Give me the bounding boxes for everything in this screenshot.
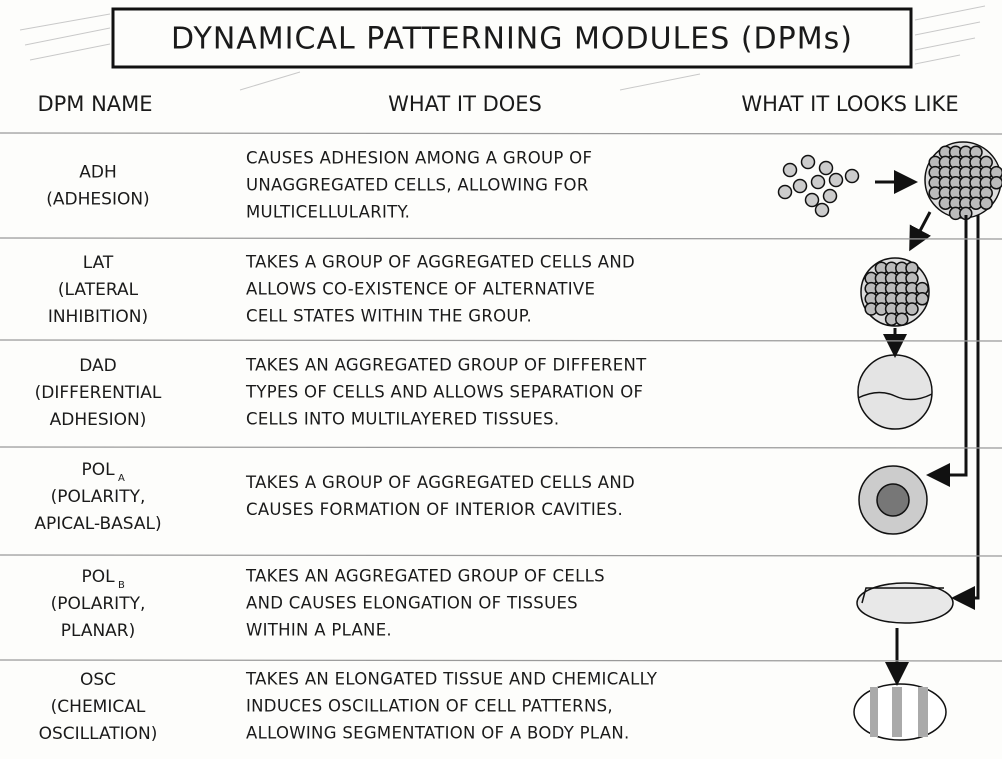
dpm-name: PLANAR) [61, 621, 136, 641]
description: TYPES OF CELLS AND ALLOWS SEPARATION OF [245, 383, 643, 402]
illustrations [777, 141, 1002, 741]
layered-sphere [857, 354, 933, 430]
dpm-name: POL [81, 567, 115, 587]
loose-cell [810, 174, 826, 190]
dpm-name: (CHEMICAL [51, 697, 146, 717]
row-separator [0, 132, 1002, 135]
description: CAUSES ADHESION AMONG A GROUP OF [246, 149, 592, 168]
arrow [926, 215, 968, 487]
description: ALLOWS CO-EXISTENCE OF ALTERNATIVE [246, 280, 595, 299]
dpm-name: (ADHESION) [46, 190, 149, 210]
description: CAUSES FORMATION OF INTERIOR CAVITIES. [246, 500, 623, 519]
dpm-name: OSCILLATION) [39, 724, 158, 744]
loose-cell [818, 160, 834, 176]
row-separator [0, 659, 1002, 662]
elongated-tissue [856, 582, 954, 624]
description: UNAGGREGATED CELLS, ALLOWING FOR [246, 176, 589, 195]
loose-cell [782, 162, 798, 178]
title-hatching [19, 5, 986, 91]
elongation-pattern [861, 587, 944, 604]
description: MULTICELLULARITY. [246, 203, 410, 222]
description: AND CAUSES ELONGATION OF TISSUES [246, 594, 578, 613]
dpm-name: DAD [79, 356, 117, 376]
cell [905, 302, 919, 316]
dpm-name: INHIBITION) [48, 307, 148, 327]
dpm-name: POL [81, 460, 115, 480]
dpm-name: ADHESION) [50, 410, 147, 430]
dpm-name: ADH [79, 163, 117, 183]
arrow [951, 215, 980, 610]
dpm-name: (DIFFERENTIAL [35, 383, 162, 403]
title: DYNAMICAL PATTERNING MODULES (DPMs) [171, 22, 853, 57]
row-separator [0, 554, 1002, 557]
cavity [876, 483, 910, 517]
segment-stripe [918, 687, 928, 737]
arrow [909, 211, 932, 252]
cell [989, 176, 1002, 190]
segment-stripe [892, 687, 902, 737]
description: TAKES AN AGGREGATED GROUP OF DIFFERENT [245, 356, 647, 375]
description: WITHIN A PLANE. [246, 621, 392, 640]
loose-cell [804, 192, 820, 208]
cell [979, 196, 993, 210]
row-separator [0, 446, 1002, 449]
name-subscript: B [118, 580, 125, 591]
dpm-name: (LATERAL [58, 280, 139, 300]
loose-cell [800, 154, 816, 170]
loose-cell [822, 188, 838, 204]
description: CELL STATES WITHIN THE GROUP. [246, 307, 532, 326]
cell [895, 312, 909, 326]
header: WHAT IT LOOKS LIKE [741, 92, 958, 116]
description: CELLS INTO MULTILAYERED TISSUES. [246, 410, 559, 429]
loose-cell [844, 168, 860, 184]
description: TAKES AN ELONGATED TISSUE AND CHEMICALLY [245, 670, 658, 689]
description: ALLOWING SEGMENTATION OF A BODY PLAN. [246, 724, 630, 743]
dpm-name: (POLARITY, [51, 594, 146, 614]
segment-stripe [870, 687, 878, 737]
description: TAKES AN AGGREGATED GROUP OF CELLS [245, 567, 605, 586]
cell [915, 292, 929, 306]
description: INDUCES OSCILLATION OF CELL PATTERNS, [246, 697, 613, 716]
header: DPM NAME [37, 92, 152, 116]
name-subscript: A [118, 473, 125, 484]
header: WHAT IT DOES [388, 92, 542, 116]
row-separator [0, 237, 1002, 240]
dpm-name: LAT [83, 253, 114, 273]
loose-cell [777, 184, 793, 200]
dpm-name: (POLARITY, [51, 487, 146, 507]
row-separator [0, 339, 1002, 342]
loose-cell [828, 172, 844, 188]
description: TAKES A GROUP OF AGGREGATED CELLS AND [245, 473, 635, 492]
loose-cell [792, 178, 808, 194]
loose-cell [814, 202, 830, 218]
dpm-name: APICAL-BASAL) [34, 514, 161, 534]
layer-boundary [857, 391, 933, 401]
title-box [111, 7, 913, 69]
description: TAKES A GROUP OF AGGREGATED CELLS AND [245, 253, 635, 272]
dpm-name: OSC [80, 670, 116, 690]
